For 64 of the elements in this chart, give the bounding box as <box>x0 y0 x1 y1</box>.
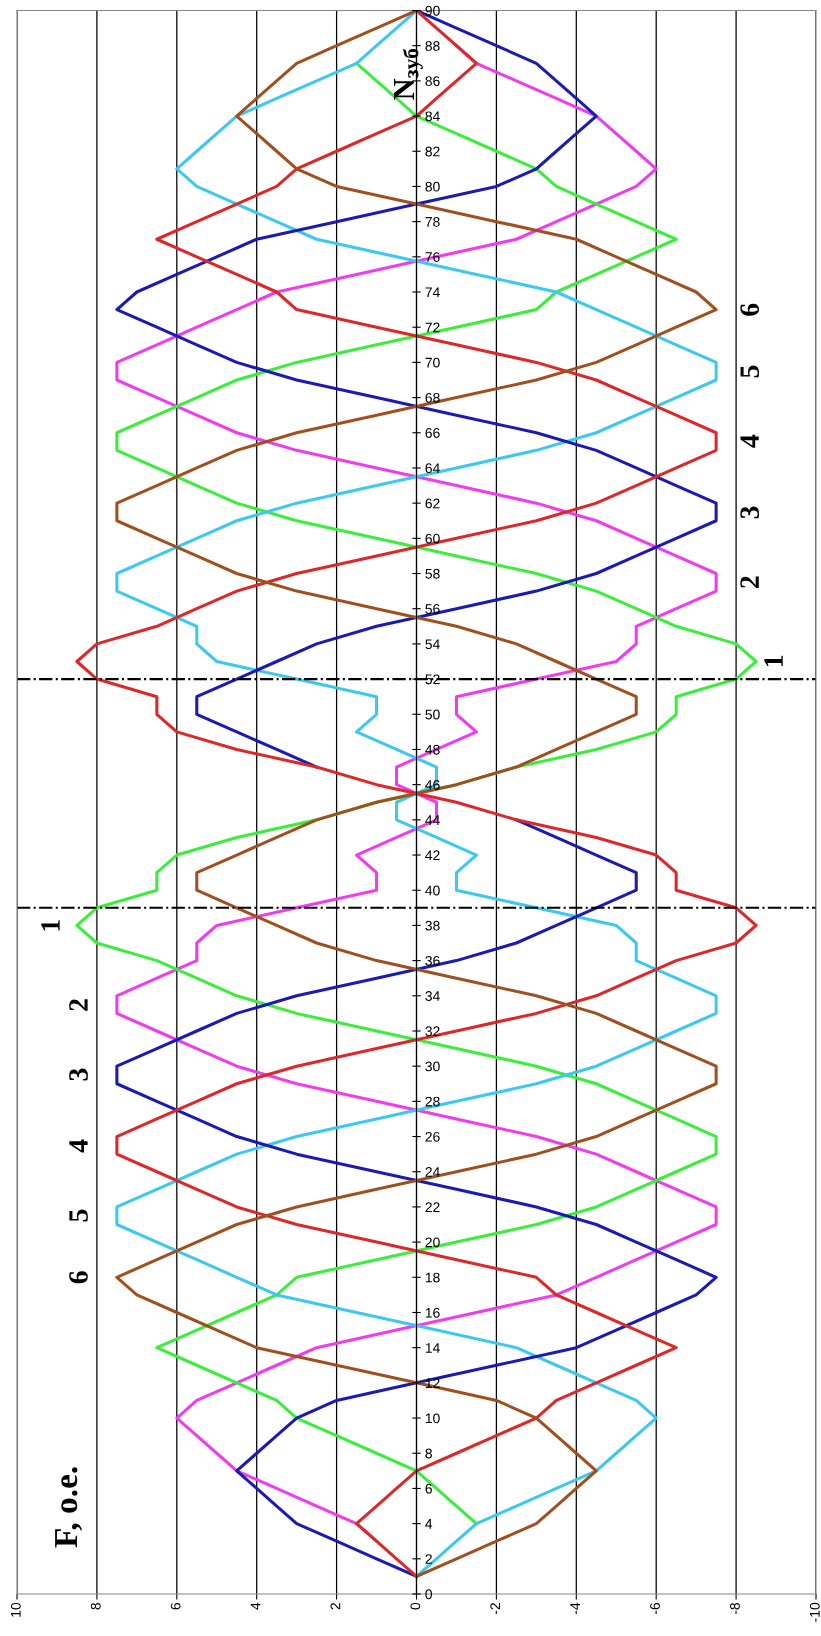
y-tick-label: 66 <box>425 428 440 438</box>
y-tick-label: 72 <box>425 322 440 333</box>
y-tick-label: 70 <box>425 357 440 368</box>
y-tick-label: 40 <box>425 885 440 896</box>
y-tick-label: 68 <box>425 392 440 403</box>
y-tick-label: 6 <box>425 1483 432 1494</box>
annotation: 4 <box>69 1139 88 1153</box>
x-tick-label: 6 <box>170 1602 181 1610</box>
annotation: F, о.е. <box>55 1467 83 1548</box>
x-tick-label: 10 <box>10 1602 21 1617</box>
y-tick-label: 10 <box>425 1413 440 1424</box>
y-tick-label: 58 <box>425 568 440 579</box>
x-tick-label: 8 <box>90 1602 101 1610</box>
y-tick-label: 86 <box>425 76 440 87</box>
y-tick-label: 42 <box>425 850 440 861</box>
y-tick-label: 24 <box>425 1167 440 1177</box>
y-tick-label: 64 <box>425 463 440 474</box>
y-tick-label: 28 <box>425 1096 440 1107</box>
y-tick-label: 4 <box>425 1519 433 1529</box>
y-tick-label: 38 <box>425 920 440 931</box>
annotation: 3 <box>740 506 760 519</box>
y-tick-label: 78 <box>425 216 440 227</box>
y-tick-label: 62 <box>425 498 440 509</box>
y-tick-label: 74 <box>425 287 440 298</box>
x-tick-label: 4 <box>250 1602 261 1610</box>
x-tick-label: -2 <box>490 1603 500 1615</box>
y-tick-label: 26 <box>425 1131 440 1142</box>
annotation: 2 <box>69 999 88 1011</box>
x-tick-label: 0 <box>410 1602 421 1610</box>
x-tick-label: 2 <box>330 1603 341 1610</box>
y-tick-label: 22 <box>425 1202 440 1212</box>
x-tick-label: -4 <box>570 1602 580 1615</box>
y-tick-label: 30 <box>425 1061 440 1072</box>
x-tick-label: -8 <box>729 1602 740 1615</box>
y-tick-label: 90 <box>425 5 440 16</box>
x-tick-label: -10 <box>809 1602 820 1622</box>
annotation: 3 <box>69 1068 88 1081</box>
y-tick-label: 32 <box>425 1026 440 1037</box>
y-tick-label: 54 <box>425 639 440 650</box>
y-tick-label: 8 <box>425 1448 432 1459</box>
y-tick-label: 14 <box>425 1343 440 1353</box>
y-tick-label: 56 <box>425 604 440 614</box>
x-tick-label: -6 <box>650 1602 660 1615</box>
y-tick-label: 50 <box>425 709 440 720</box>
y-tick-label: 18 <box>425 1272 440 1283</box>
y-tick-label: 84 <box>425 111 440 122</box>
y-tick-label: 80 <box>425 181 440 192</box>
y-tick-label: 34 <box>425 991 440 1001</box>
y-tick-label: 0 <box>425 1589 433 1600</box>
annotation: 5 <box>69 1209 88 1222</box>
y-tick-label: 60 <box>425 533 440 544</box>
annotation: 6 <box>740 303 760 316</box>
y-tick-label: 20 <box>425 1237 440 1248</box>
y-tick-label: 88 <box>425 41 440 51</box>
annotation: 1 <box>41 920 60 931</box>
y-tick-label: 16 <box>425 1307 440 1318</box>
annotation: 4 <box>740 434 759 448</box>
annotation: 5 <box>740 365 760 378</box>
annotation: 6 <box>69 1271 88 1284</box>
annotation: 1 <box>764 655 783 667</box>
annotation: 2 <box>740 576 759 588</box>
y-tick-label: 36 <box>425 955 440 966</box>
y-tick-label: 82 <box>425 146 440 157</box>
y-tick-label: 2 <box>425 1554 432 1564</box>
